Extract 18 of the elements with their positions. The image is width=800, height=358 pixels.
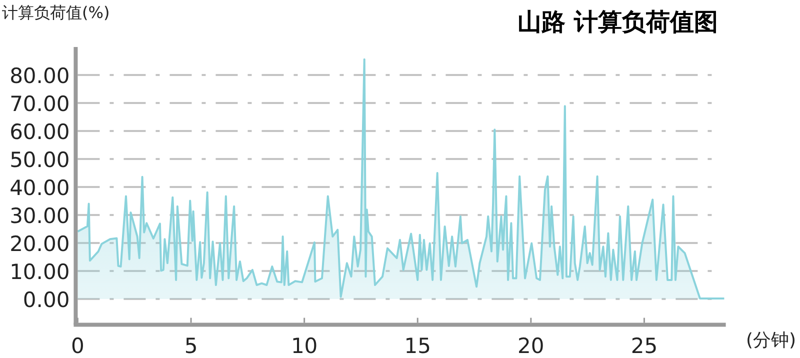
y-tick-label: 40.00 bbox=[10, 176, 70, 200]
y-axis-title: 计算负荷值(%) bbox=[2, 3, 110, 22]
x-tick-label: 0 bbox=[71, 334, 84, 358]
x-tick-label: 25 bbox=[630, 334, 658, 358]
y-tick-label: 10.00 bbox=[10, 260, 70, 284]
y-tick-label: 80.00 bbox=[10, 64, 70, 88]
x-tick-label: 5 bbox=[184, 334, 198, 358]
x-tick-label: 10 bbox=[290, 334, 318, 358]
y-tick-label: 30.00 bbox=[10, 204, 70, 228]
x-axis-title: (分钟) bbox=[746, 330, 796, 351]
x-tick-label: 15 bbox=[404, 334, 431, 358]
y-tick-label: 70.00 bbox=[10, 92, 70, 116]
y-tick-label: 50.00 bbox=[10, 148, 70, 172]
y-tick-label: 0.00 bbox=[22, 288, 70, 312]
x-tick-label: 20 bbox=[518, 334, 544, 358]
y-tick-label: 60.00 bbox=[10, 120, 70, 144]
chart-title: 山路 计算负荷值图 bbox=[518, 8, 718, 36]
y-tick-label: 20.00 bbox=[10, 232, 70, 256]
